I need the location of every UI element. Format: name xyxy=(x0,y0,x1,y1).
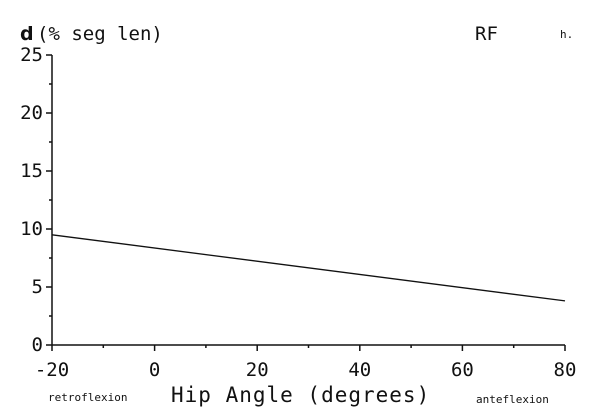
series-line xyxy=(51,234,566,302)
y-tick-label: 25 xyxy=(20,44,43,66)
x-tick-label: 80 xyxy=(554,359,577,381)
muscle-label: RF xyxy=(475,23,498,45)
x-tick-label: 20 xyxy=(246,359,269,381)
x-tick-label: 0 xyxy=(149,359,160,381)
x-tick-label: 40 xyxy=(348,359,371,381)
x-axis-title: Hip Angle (degrees) xyxy=(171,383,430,407)
y-tick-label: 5 xyxy=(32,276,43,298)
y-axis-title-units: (% seg len) xyxy=(37,23,163,45)
y-tick-label: 15 xyxy=(20,160,43,182)
y-tick-label: 20 xyxy=(20,102,43,124)
x-tick-label: -20 xyxy=(35,359,69,381)
x-axis-ticks: -20 0 20 40 60 80 xyxy=(35,345,577,381)
y-axis-title-symbol: d xyxy=(20,23,34,45)
y-axis-ticks: 0 5 10 15 20 25 xyxy=(20,44,52,356)
y-tick-label: 0 xyxy=(32,334,43,356)
x-tick-label: 60 xyxy=(451,359,474,381)
corner-label: h. xyxy=(560,28,573,41)
x-axis-left-note: retroflexion xyxy=(48,391,127,404)
series-layer xyxy=(51,234,566,302)
x-axis-right-note: anteflexion xyxy=(476,393,549,406)
y-tick-label: 10 xyxy=(20,218,43,240)
